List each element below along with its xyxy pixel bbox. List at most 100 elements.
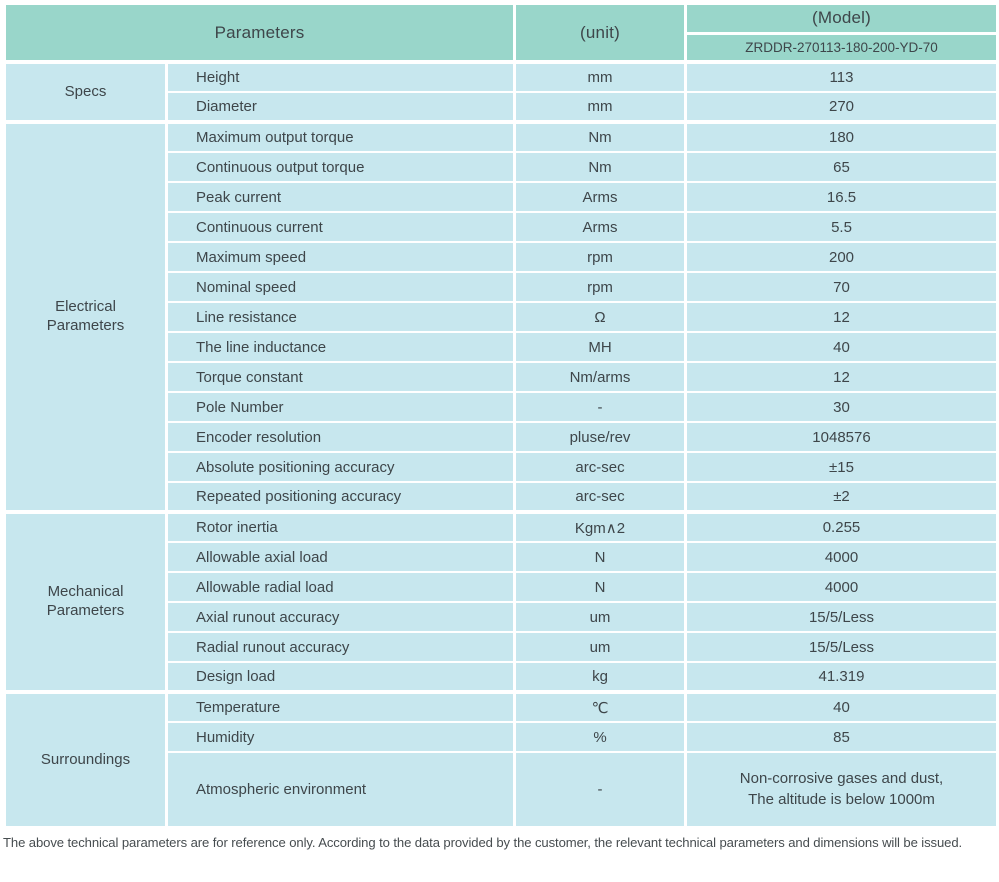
unit-cell: kg: [513, 661, 687, 692]
unit-cell: Nm/arms: [513, 361, 687, 392]
table-row: Diameter mm 270: [5, 91, 999, 122]
value-cell: 200: [684, 241, 999, 272]
unit-cell: N: [513, 541, 687, 572]
header-model-value: ZRDDR-270113-180-200-YD-70: [684, 32, 999, 64]
parameter-name-cell: Line resistance: [165, 301, 516, 332]
parameter-name-cell: Temperature: [165, 690, 516, 722]
parameter-name-cell: The line inductance: [165, 331, 516, 362]
section-label-text: Electrical Parameters: [46, 298, 125, 334]
value-cell: 113: [684, 60, 999, 92]
parameter-name-cell: Axial runout accuracy: [165, 601, 516, 632]
value-cell: ±2: [684, 481, 999, 512]
table-row: Allowable radial load N 4000: [5, 571, 999, 602]
unit-cell: -: [513, 751, 687, 826]
table-row: Pole Number -30: [5, 391, 999, 422]
parameter-name-cell: Diameter: [165, 91, 516, 122]
table-row: The line inductance MH 40: [5, 331, 999, 362]
section-label-text: Surroundings: [40, 750, 131, 768]
parameter-name-cell: Continuous output torque: [165, 151, 516, 182]
header-unit: (unit): [513, 3, 687, 64]
parameter-name-cell: Maximum speed: [165, 241, 516, 272]
unit-cell: pluse/rev: [513, 421, 687, 452]
value-cell: 15/5/Less: [684, 631, 999, 662]
table-row: Mechanical Parameters Rotor inertia Kgm∧2 0…: [3, 510, 999, 692]
unit-cell: rpm: [513, 271, 687, 302]
unit-cell: N: [513, 571, 687, 602]
table-header: Parameters (unit) (Model) ZRDDR-270113-1…: [3, 3, 999, 64]
table-row: Surroundings Temperature ℃ 40: [3, 690, 999, 826]
unit-cell: ℃: [513, 690, 687, 722]
table-row: Absolute positioning accuracy arc-sec ±15: [5, 451, 999, 482]
value-cell: 85: [684, 721, 999, 752]
value-cell: 4000: [684, 541, 999, 572]
unit-cell: %: [513, 721, 687, 752]
table-row: Specs Height mm 113: [3, 60, 999, 122]
section-label: Specs: [3, 60, 168, 122]
table-row: Nominal speed rpm 70: [5, 271, 999, 302]
parameter-name-cell: Height: [165, 60, 516, 92]
parameter-name-cell: Torque constant: [165, 361, 516, 392]
value-cell: 16.5: [684, 181, 999, 212]
spec-sheet: Parameters (unit) (Model) ZRDDR-270113-1…: [3, 3, 999, 850]
parameter-name-cell: Continuous current: [165, 211, 516, 242]
parameter-name-cell: Allowable axial load: [165, 541, 516, 572]
table-row: Encoder resolution pluse/rev 1048576: [5, 421, 999, 452]
table-row: Humidity% 85: [5, 721, 999, 752]
unit-cell: Arms: [513, 181, 687, 212]
value-cell: 40: [684, 690, 999, 722]
value-cell: 70: [684, 271, 999, 302]
value-cell: 41.319: [684, 661, 999, 692]
unit-cell: Kgm∧2: [513, 510, 687, 542]
parameter-name-cell: Peak current: [165, 181, 516, 212]
table-row: Radial runout accuracy um 15/5/Less: [5, 631, 999, 662]
unit-cell: um: [513, 631, 687, 662]
value-line: Non-corrosive gases and dust,: [739, 770, 944, 788]
value-cell: 30: [684, 391, 999, 422]
parameter-name-cell: Maximum output torque: [165, 120, 516, 152]
value-cell: Non-corrosive gases and dust, The altitud…: [684, 751, 999, 826]
value-cell: ±15: [684, 451, 999, 482]
parameter-name-cell: Pole Number: [165, 391, 516, 422]
section-label-text: Mechanical Parameters: [46, 583, 125, 619]
unit-cell: um: [513, 601, 687, 632]
value-cell: 65: [684, 151, 999, 182]
unit-cell: Nm: [513, 120, 687, 152]
table-row: Design load kg 41.319: [5, 661, 999, 692]
unit-cell: arc-sec: [513, 451, 687, 482]
parameter-name-cell: Encoder resolution: [165, 421, 516, 452]
value-cell: 15/5/Less: [684, 601, 999, 632]
parameter-name-cell: Absolute positioning accuracy: [165, 451, 516, 482]
unit-cell: mm: [513, 60, 687, 92]
section-label: Mechanical Parameters: [3, 510, 168, 692]
table-row: Line resistance Ω 12: [5, 301, 999, 332]
value-cell: 0.255: [684, 510, 999, 542]
table-body: Specs Height mm 113 Diameter mm 270 Electrical …: [3, 60, 999, 826]
value-cell: 40: [684, 331, 999, 362]
value-cell: 4000: [684, 571, 999, 602]
header-model: (Model): [684, 3, 999, 35]
table-row: Torque constant Nm/arms 12: [5, 361, 999, 392]
table-row: Continuous output torque Nm 65: [5, 151, 999, 182]
table-row: Maximum speed rpm 200: [5, 241, 999, 272]
section-label: Electrical Parameters: [3, 120, 168, 512]
header-parameters: Parameters: [3, 3, 516, 64]
footer-note: The above technical parameters are for r…: [3, 835, 963, 850]
unit-cell: rpm: [513, 241, 687, 272]
section-label: Surroundings: [3, 690, 168, 826]
unit-cell: Ω: [513, 301, 687, 332]
parameter-name-cell: Design load: [165, 661, 516, 692]
parameter-name-cell: Rotor inertia: [165, 510, 516, 542]
parameter-name-cell: Radial runout accuracy: [165, 631, 516, 662]
table-row: Allowable axial load N 4000: [5, 541, 999, 572]
section-label-text: Specs: [64, 82, 107, 100]
table-row: Atmospheric environment - Non-corrosive ga…: [5, 751, 999, 826]
table-row: Axial runout accuracy um 15/5/Less: [5, 601, 999, 632]
value-line: The altitude is below 1000m: [748, 790, 935, 808]
value-cell: 5.5: [684, 211, 999, 242]
parameter-name-cell: Atmospheric environment: [165, 751, 516, 826]
parameter-name-cell: Repeated positioning accuracy: [165, 481, 516, 512]
spec-table: Parameters (unit) (Model) ZRDDR-270113-1…: [3, 3, 999, 826]
unit-cell: mm: [513, 91, 687, 122]
value-cell: 12: [684, 361, 999, 392]
table-row: Repeated positioning accuracy arc-sec ±2: [5, 481, 999, 512]
